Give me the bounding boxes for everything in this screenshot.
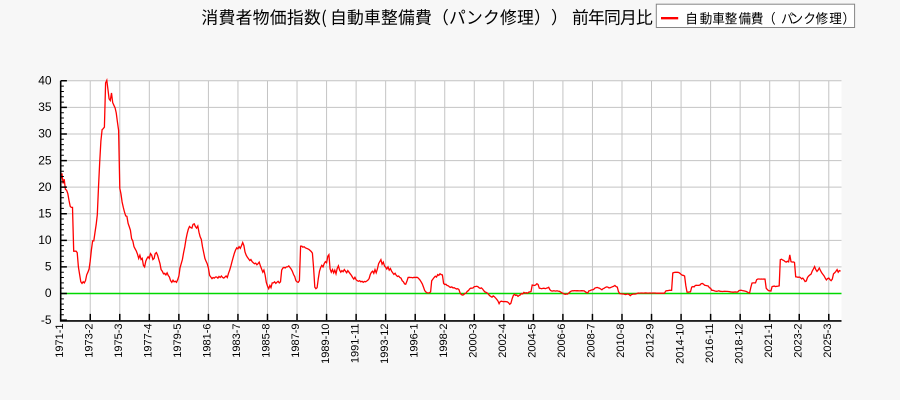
svg-text:1979-5: 1979-5 [172,324,184,358]
svg-text:2025-3: 2025-3 [822,324,834,358]
svg-text:2008-7: 2008-7 [586,324,598,358]
svg-text:1971-1: 1971-1 [54,324,66,358]
svg-text:1989-10: 1989-10 [320,324,332,364]
svg-text:1987-9: 1987-9 [290,324,302,358]
svg-text:2023-2: 2023-2 [792,324,804,358]
svg-text:1998-2: 1998-2 [438,324,450,358]
svg-text:2018-12: 2018-12 [733,324,745,364]
svg-text:2006-6: 2006-6 [556,324,568,358]
svg-text:-5: -5 [41,313,52,327]
svg-text:2010-8: 2010-8 [615,324,627,358]
svg-text:0: 0 [45,286,52,300]
svg-text:2016-11: 2016-11 [704,324,716,364]
svg-text:20: 20 [38,180,52,194]
svg-text:40: 40 [38,74,52,88]
svg-text:2014-10: 2014-10 [674,324,686,364]
svg-text:10: 10 [38,233,52,247]
svg-text:2002-4: 2002-4 [497,324,509,358]
svg-text:5: 5 [45,260,52,274]
svg-text:35: 35 [38,100,52,114]
svg-text:25: 25 [38,153,52,167]
svg-text:2021-1: 2021-1 [763,324,775,358]
svg-text:1975-3: 1975-3 [113,324,125,358]
svg-text:1985-8: 1985-8 [261,324,273,358]
svg-text:30: 30 [38,127,52,141]
svg-text:15: 15 [38,206,52,220]
svg-text:1977-4: 1977-4 [143,324,155,358]
svg-text:1996-1: 1996-1 [408,324,420,358]
svg-text:2000-3: 2000-3 [467,324,479,358]
svg-text:1981-6: 1981-6 [202,324,214,358]
svg-text:1973-2: 1973-2 [83,324,95,358]
svg-text:2012-9: 2012-9 [645,324,657,358]
svg-text:1983-7: 1983-7 [231,324,243,358]
svg-text:1991-11: 1991-11 [349,324,361,364]
svg-text:1993-12: 1993-12 [379,324,391,364]
svg-text:2004-5: 2004-5 [527,324,539,358]
